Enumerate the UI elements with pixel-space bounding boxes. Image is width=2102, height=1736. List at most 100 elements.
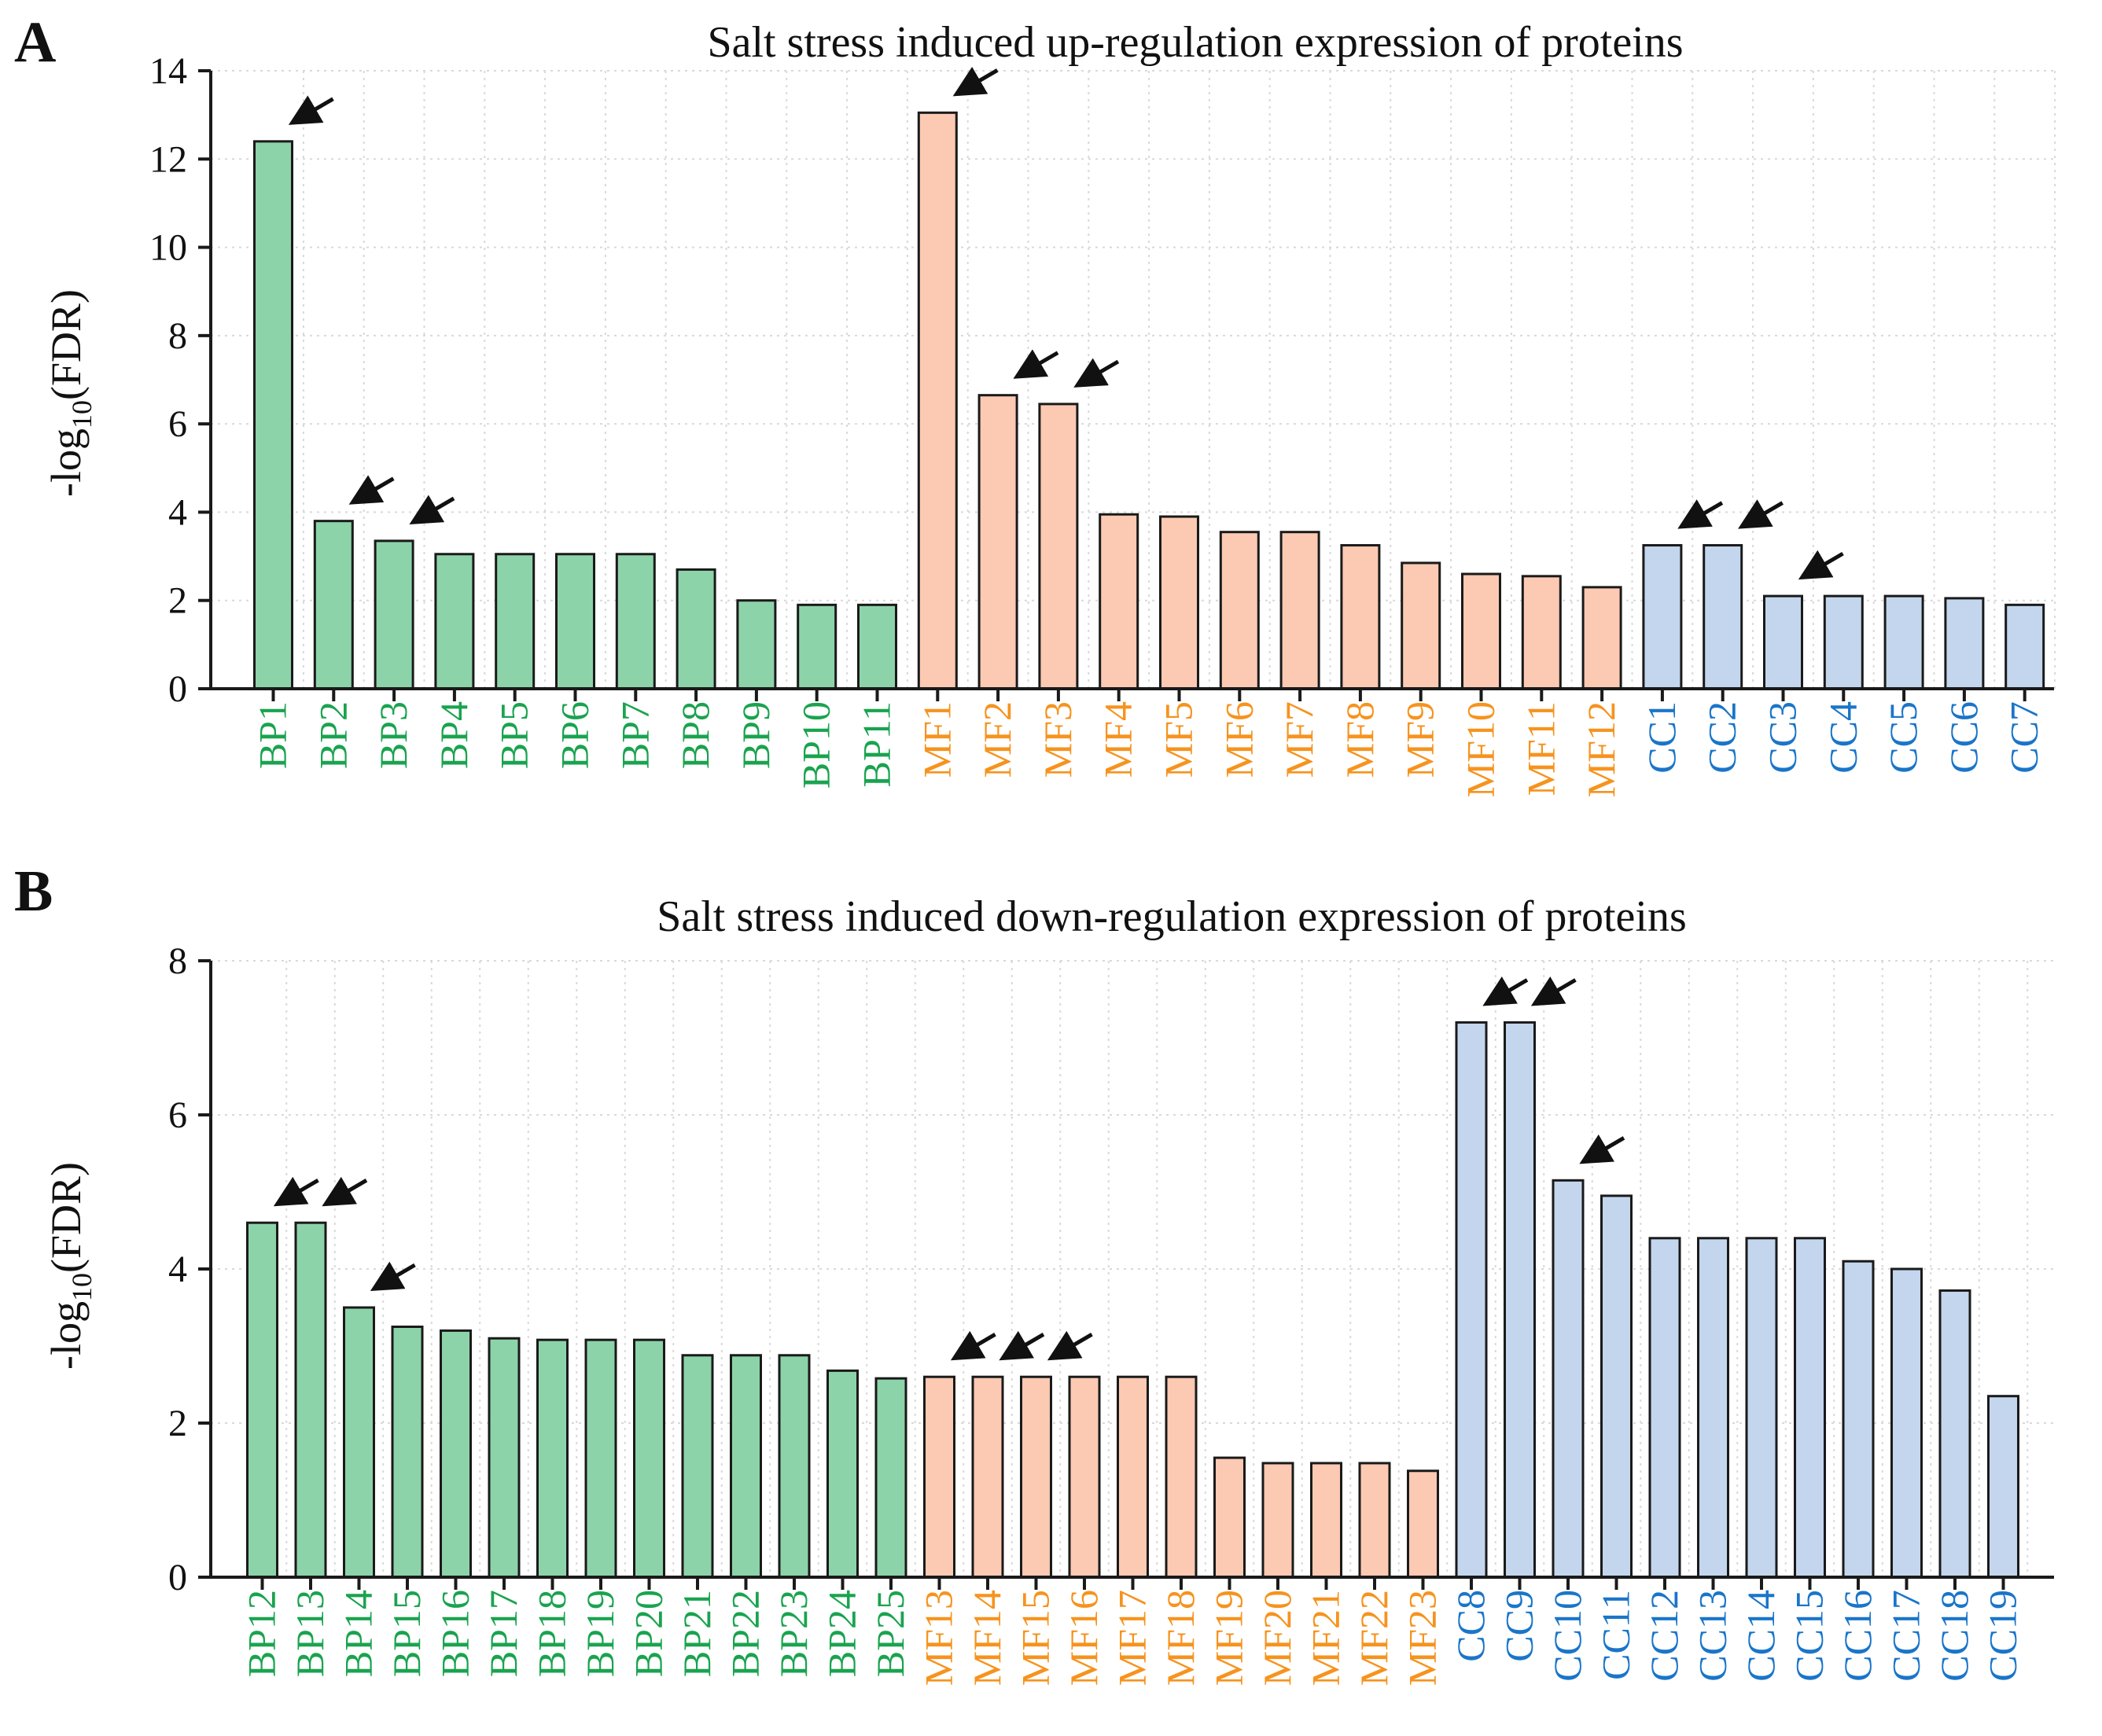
highlight-arrow-cc10 xyxy=(1579,1134,1625,1164)
x-tick-label-bp18: BP18 xyxy=(530,1590,574,1677)
x-tick-label-cc9: CC9 xyxy=(1497,1590,1541,1662)
bar-bp11 xyxy=(857,603,897,690)
bar-bp24 xyxy=(826,1369,859,1579)
x-tick-label-mf15: MF15 xyxy=(1014,1590,1058,1686)
y-tick-label: 12 xyxy=(149,138,187,180)
bar-bp20 xyxy=(633,1338,665,1579)
bar-mf18 xyxy=(1165,1375,1198,1579)
bar-mf5 xyxy=(1159,515,1199,690)
bar-cc10 xyxy=(1552,1179,1585,1579)
highlight-arrow-cc9 xyxy=(1530,977,1577,1006)
panel-b-arrows xyxy=(273,977,1625,1361)
x-tick-label-bp3: BP3 xyxy=(371,701,415,769)
x-tick-label-mf22: MF22 xyxy=(1352,1590,1396,1686)
highlight-arrow-mf15 xyxy=(1047,1330,1093,1361)
panel-b-x-axis xyxy=(211,1576,2054,1590)
x-tick-label-bp11: BP11 xyxy=(855,701,899,787)
bar-mf3 xyxy=(1038,403,1079,690)
y-tick-label: 6 xyxy=(168,1094,187,1136)
panel-a-x-tick-labels: BP1 BP2 BP3 BP4 BP5 BP6 BP7 BP8 BP9 BP10 BP11 MF1 MF… xyxy=(251,701,2046,797)
bar-bp7 xyxy=(615,553,656,690)
x-tick-label-mf13: MF13 xyxy=(917,1590,961,1686)
x-tick-label-mf18: MF18 xyxy=(1158,1590,1202,1686)
bar-bp10 xyxy=(797,603,837,690)
panel-b-title: Salt stress induced down-regulation expr… xyxy=(657,892,1687,941)
x-tick-label-bp22: BP22 xyxy=(723,1590,768,1677)
bar-mf4 xyxy=(1099,513,1139,690)
bar-mf2 xyxy=(977,394,1018,690)
bar-cc12 xyxy=(1648,1237,1681,1579)
x-tick-label-bp12: BP12 xyxy=(240,1590,284,1677)
bar-cc7 xyxy=(2004,603,2045,690)
x-tick-label-bp17: BP17 xyxy=(481,1590,525,1677)
x-tick-label-mf4: MF4 xyxy=(1096,701,1140,778)
x-tick-label-mf8: MF8 xyxy=(1338,701,1382,778)
bar-bp8 xyxy=(676,568,716,690)
x-tick-label-cc5: CC5 xyxy=(1881,701,1925,774)
bar-bp17 xyxy=(488,1337,521,1579)
bar-bp12 xyxy=(246,1221,278,1579)
x-tick-label-cc14: CC14 xyxy=(1739,1590,1783,1682)
panel-a-chart: A Salt stress induced up-regulation expr… xyxy=(14,10,2056,797)
x-tick-label-mf14: MF14 xyxy=(965,1590,1009,1686)
bar-bp23 xyxy=(778,1354,811,1579)
highlight-arrow-bp12 xyxy=(273,1176,319,1207)
panel-a-y-axis-label: -log10(FDR) xyxy=(42,289,98,497)
x-tick-label-cc12: CC12 xyxy=(1642,1590,1686,1682)
bar-mf1 xyxy=(917,111,958,690)
x-tick-label-mf19: MF19 xyxy=(1207,1590,1251,1686)
x-tick-label-bp20: BP20 xyxy=(627,1590,671,1677)
x-tick-label-mf7: MF7 xyxy=(1277,701,1321,778)
highlight-arrow-cc1 xyxy=(1677,499,1724,529)
bar-mf9 xyxy=(1401,561,1441,690)
bar-cc19 xyxy=(1987,1395,2019,1579)
bar-mf23 xyxy=(1407,1469,1439,1579)
highlight-arrow-bp2 xyxy=(348,475,395,505)
bar-mf8 xyxy=(1340,544,1381,690)
panel-b-y-axis-label: -log10(FDR) xyxy=(42,1162,98,1370)
highlight-arrow-mf2 xyxy=(1013,349,1059,379)
x-tick-label-cc11: CC11 xyxy=(1594,1590,1638,1680)
bar-bp15 xyxy=(391,1326,424,1579)
panel-a-arrows xyxy=(288,66,1844,580)
x-tick-label-bp7: BP7 xyxy=(613,701,657,769)
highlight-arrow-bp3 xyxy=(409,495,455,524)
bar-mf17 xyxy=(1117,1375,1149,1579)
bar-bp4 xyxy=(434,553,475,690)
x-tick-label-cc7: CC7 xyxy=(2002,701,2046,774)
bar-mf22 xyxy=(1358,1462,1391,1579)
highlight-arrow-mf14 xyxy=(999,1330,1045,1361)
y-tick-label: 0 xyxy=(168,1557,187,1598)
bar-cc8 xyxy=(1455,1021,1488,1579)
x-tick-label-mf21: MF21 xyxy=(1304,1590,1348,1686)
y-tick-label: 8 xyxy=(168,315,187,357)
bar-bp3 xyxy=(374,539,414,690)
bar-cc6 xyxy=(1944,597,1985,690)
panel-b-y-axis: 0 2 4 6 8 xyxy=(168,940,212,1598)
x-tick-label-mf16: MF16 xyxy=(1062,1590,1106,1686)
highlight-arrow-cc8 xyxy=(1482,977,1529,1006)
panel-a-y-axis: 0 2 4 6 8 10 12 14 xyxy=(149,50,212,710)
x-tick-label-cc19: CC19 xyxy=(1981,1590,2025,1682)
x-tick-label-bp25: BP25 xyxy=(868,1590,912,1677)
bar-cc9 xyxy=(1504,1021,1536,1579)
x-tick-label-bp5: BP5 xyxy=(492,701,536,769)
x-tick-label-cc15: CC15 xyxy=(1787,1590,1831,1682)
x-tick-label-mf1: MF1 xyxy=(915,701,959,778)
panel-b-label: B xyxy=(14,859,53,924)
bar-mf7 xyxy=(1279,531,1320,690)
bar-cc16 xyxy=(1842,1260,1875,1579)
bar-mf15 xyxy=(1020,1375,1052,1579)
bar-mf11 xyxy=(1521,575,1562,690)
bar-bp1 xyxy=(253,140,293,690)
x-tick-label-bp24: BP24 xyxy=(820,1590,864,1677)
panel-a-title: Salt stress induced up-regulation expres… xyxy=(707,18,1683,67)
x-tick-label-bp13: BP13 xyxy=(288,1590,332,1677)
highlight-arrow-bp13 xyxy=(322,1176,368,1207)
y-tick-label: 4 xyxy=(168,491,187,533)
x-tick-label-mf11: MF11 xyxy=(1519,701,1563,796)
highlight-arrow-cc2 xyxy=(1738,499,1784,529)
x-tick-label-bp9: BP9 xyxy=(734,701,778,769)
bar-mf19 xyxy=(1213,1456,1246,1579)
x-tick-label-bp14: BP14 xyxy=(337,1590,381,1677)
